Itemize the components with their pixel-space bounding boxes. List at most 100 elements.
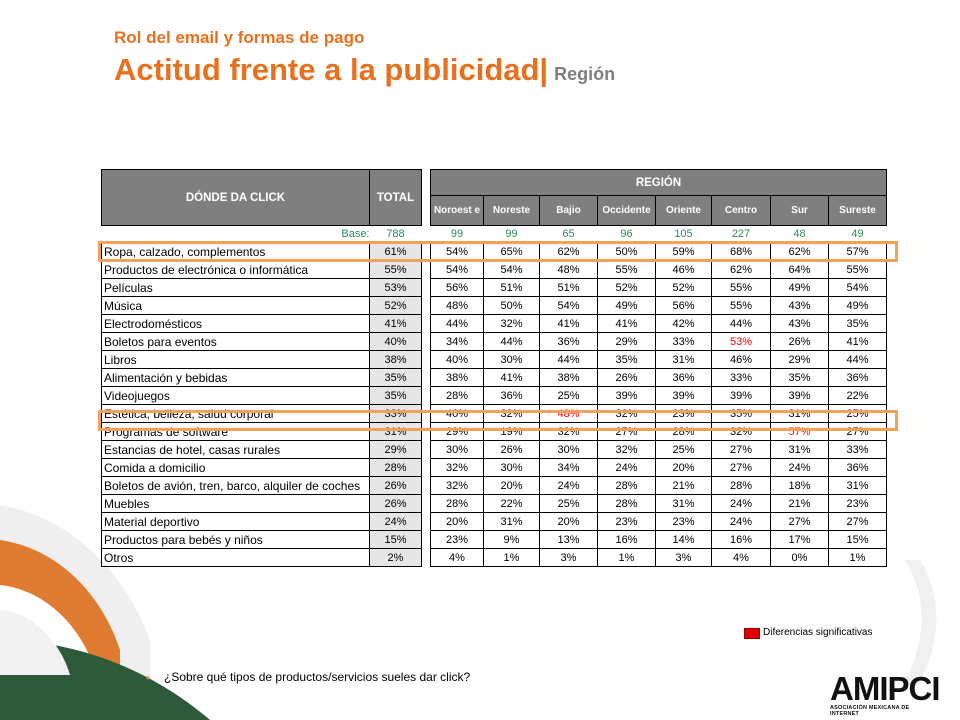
region-value-significant: 53% (711, 332, 771, 351)
region-value: 32% (430, 476, 484, 495)
row-total: 55% (369, 260, 422, 279)
region-value: 36% (483, 386, 540, 405)
row-total: 35% (369, 368, 422, 387)
region-value: 39% (597, 386, 656, 405)
amipci-logo: AMIPCI ASOCIACIÓN MEXICANA DE INTERNET (830, 670, 941, 717)
region-value: 33% (828, 440, 887, 459)
region-value: 13% (539, 530, 598, 549)
region-value: 22% (828, 386, 887, 405)
base-value: 96 (620, 228, 633, 240)
region-value: 55% (828, 260, 887, 279)
region-value: 0% (770, 548, 829, 567)
region-value: 3% (655, 548, 712, 567)
row-total: 2% (369, 548, 422, 567)
table-row: Boletos de avión, tren, barco, alquiler … (101, 476, 887, 495)
row-label: Productos de electrónica o informática (101, 260, 370, 279)
row-total: 26% (369, 476, 422, 495)
region-value: 55% (597, 260, 656, 279)
table-row: Películas 53% 56% 51% 51% 52% 52% 55% 49% 54% (101, 278, 887, 297)
region-value: 56% (655, 296, 712, 315)
region-value: 34% (539, 458, 598, 477)
base-label: Base: (341, 228, 370, 240)
row-total: 41% (369, 314, 422, 333)
region-value: 26% (483, 440, 540, 459)
region-value: 41% (539, 314, 598, 333)
region-value: 44% (711, 314, 771, 333)
row-total: 31% (369, 422, 422, 441)
region-value: 16% (711, 530, 771, 549)
header-region-col: Noreste (483, 195, 540, 226)
region-value: 27% (711, 440, 771, 459)
region-value: 51% (539, 278, 598, 297)
table-row: Videojuegos 35% 28% 36% 25% 39% 39% 39% 39% 22% (101, 386, 887, 405)
highlight-row-estetica (98, 410, 898, 431)
region-value: 41% (597, 314, 656, 333)
header-region-col: Sur (770, 195, 829, 226)
region-value: 49% (770, 278, 829, 297)
region-value: 54% (483, 260, 540, 279)
survey-question: ¿Sobre qué tipos de productos/servicios … (164, 670, 471, 684)
header-region: REGIÓN (430, 169, 887, 196)
base-value: 99 (450, 228, 464, 240)
region-value: 55% (711, 296, 771, 315)
table-row: Material deportivo 24% 20% 31% 20% 23% 23% 24% 2… (101, 512, 887, 531)
base-value: 48 (793, 228, 806, 240)
region-value: 23% (430, 530, 484, 549)
region-value: 51% (483, 278, 540, 297)
region-value: 3% (539, 548, 598, 567)
region-value: 55% (711, 278, 771, 297)
logo-wordmark: AMIPCI (830, 670, 941, 707)
region-value: 30% (539, 440, 598, 459)
region-value: 32% (483, 314, 540, 333)
region-value: 30% (430, 440, 484, 459)
region-value: 52% (655, 278, 712, 297)
region-value: 25% (539, 494, 598, 513)
row-label: Comida a domicilio (101, 458, 370, 477)
region-value: 31% (483, 512, 540, 531)
region-value: 35% (770, 368, 829, 387)
row-label: Música (101, 296, 370, 315)
region-value: 39% (655, 386, 712, 405)
header-donde: DÓNDE DA CLICK (101, 169, 370, 226)
region-value: 62% (711, 260, 771, 279)
row-total: 28% (369, 458, 422, 477)
legend-label: Diferencias significativas (763, 627, 873, 638)
region-tag: Región (554, 64, 616, 84)
region-value: 21% (770, 494, 829, 513)
region-value: 54% (828, 278, 887, 297)
region-value: 18% (770, 476, 829, 495)
region-value: 33% (655, 332, 712, 351)
region-value: 15% (828, 530, 887, 549)
header-region-col: Oriente (655, 195, 712, 226)
region-value: 31% (655, 350, 712, 369)
region-value: 23% (655, 512, 712, 531)
region-value: 28% (597, 494, 656, 513)
region-value: 54% (539, 296, 598, 315)
region-value: 36% (828, 368, 887, 387)
region-value: 20% (655, 458, 712, 477)
region-value: 26% (597, 368, 656, 387)
region-value: 28% (711, 476, 771, 495)
region-value: 40% (430, 350, 484, 369)
region-value: 23% (828, 494, 887, 513)
region-value: 20% (539, 512, 598, 531)
row-label: Boletos para eventos (101, 332, 370, 351)
row-label: Estancias de hotel, casas rurales (101, 440, 370, 459)
region-value: 31% (770, 440, 829, 459)
region-value: 46% (655, 260, 712, 279)
region-value: 29% (597, 332, 656, 351)
region-value: 4% (711, 548, 771, 567)
region-value: 36% (539, 332, 598, 351)
region-value: 54% (430, 260, 484, 279)
row-label: Material deportivo (101, 512, 370, 531)
region-value: 25% (655, 440, 712, 459)
region-value: 44% (483, 332, 540, 351)
region-value: 21% (655, 476, 712, 495)
table-row: Muebles 26% 28% 22% 25% 28% 31% 24% 21% 23% (101, 494, 887, 513)
header-region-col: Centro (711, 195, 771, 226)
row-total: 26% (369, 494, 422, 513)
row-label: Productos para bebés y niños (101, 530, 370, 549)
row-total: 24% (369, 512, 422, 531)
region-value: 14% (655, 530, 712, 549)
row-label: Boletos de avión, tren, barco, alquiler … (101, 476, 370, 495)
